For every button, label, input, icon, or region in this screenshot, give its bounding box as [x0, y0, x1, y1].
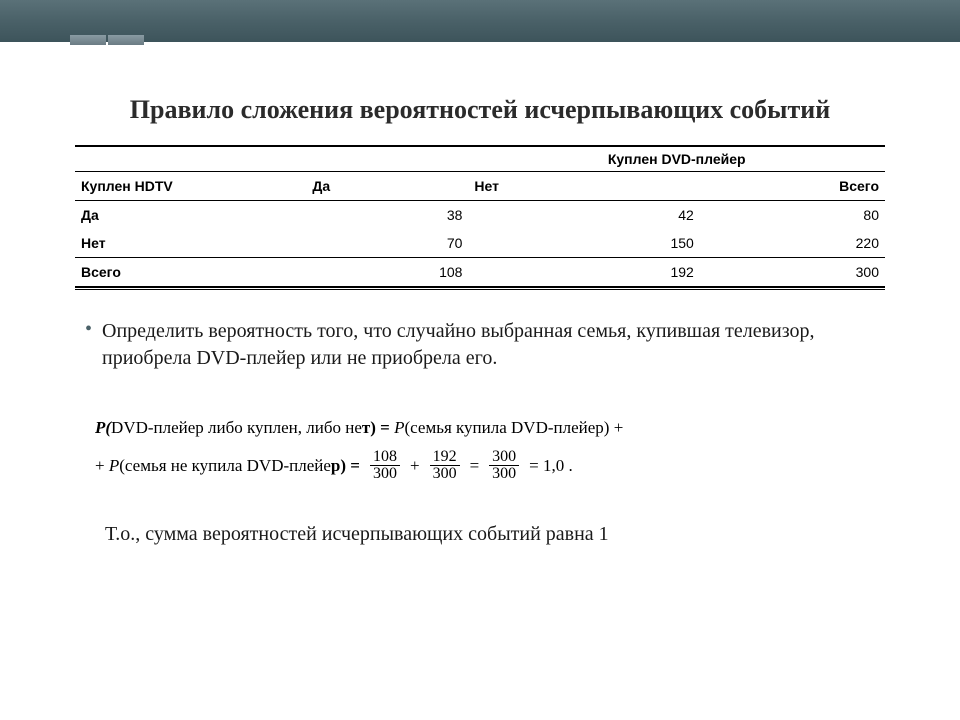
fraction-1: 108 300 — [370, 449, 400, 482]
table-row: Нет 70 150 220 — [75, 229, 885, 258]
table-super-header: Куплен DVD-плейер — [468, 146, 885, 172]
table-header-1: Куплен HDTV — [75, 172, 306, 201]
formula-block: P(DVD-плейер либо куплен, либо нет) = P(… — [95, 410, 865, 483]
top-accent — [70, 35, 144, 45]
table-header-3: Нет — [468, 172, 699, 201]
table-row: Да 38 42 80 — [75, 201, 885, 230]
slide-top-bar — [0, 0, 960, 42]
slide-title: Правило сложения вероятностей исчерпываю… — [65, 92, 895, 127]
fraction-3: 300 300 — [489, 449, 519, 482]
bullet-icon: • — [85, 318, 92, 340]
formula-line-2: + P(семья не купила DVD-плейер) = 108 30… — [95, 448, 865, 484]
bullet-paragraph: Определить вероятность того, что случайн… — [102, 318, 895, 372]
table-header-4: Всего — [700, 172, 885, 201]
slide-content: Правило сложения вероятностей исчерпываю… — [0, 42, 960, 546]
fraction-2: 192 300 — [430, 449, 460, 482]
table-header-2: Да — [306, 172, 468, 201]
contingency-table: Куплен DVD-плейер Куплен HDTV Да Нет Все… — [75, 145, 885, 290]
conclusion-text: Т.о., сумма вероятностей исчерпывающих с… — [105, 523, 895, 546]
formula-line-1: P(DVD-плейер либо куплен, либо нет) = P(… — [95, 410, 865, 446]
bullet-item: • Определить вероятность того, что случа… — [85, 318, 895, 372]
table-row: Всего 108 192 300 — [75, 258, 885, 288]
